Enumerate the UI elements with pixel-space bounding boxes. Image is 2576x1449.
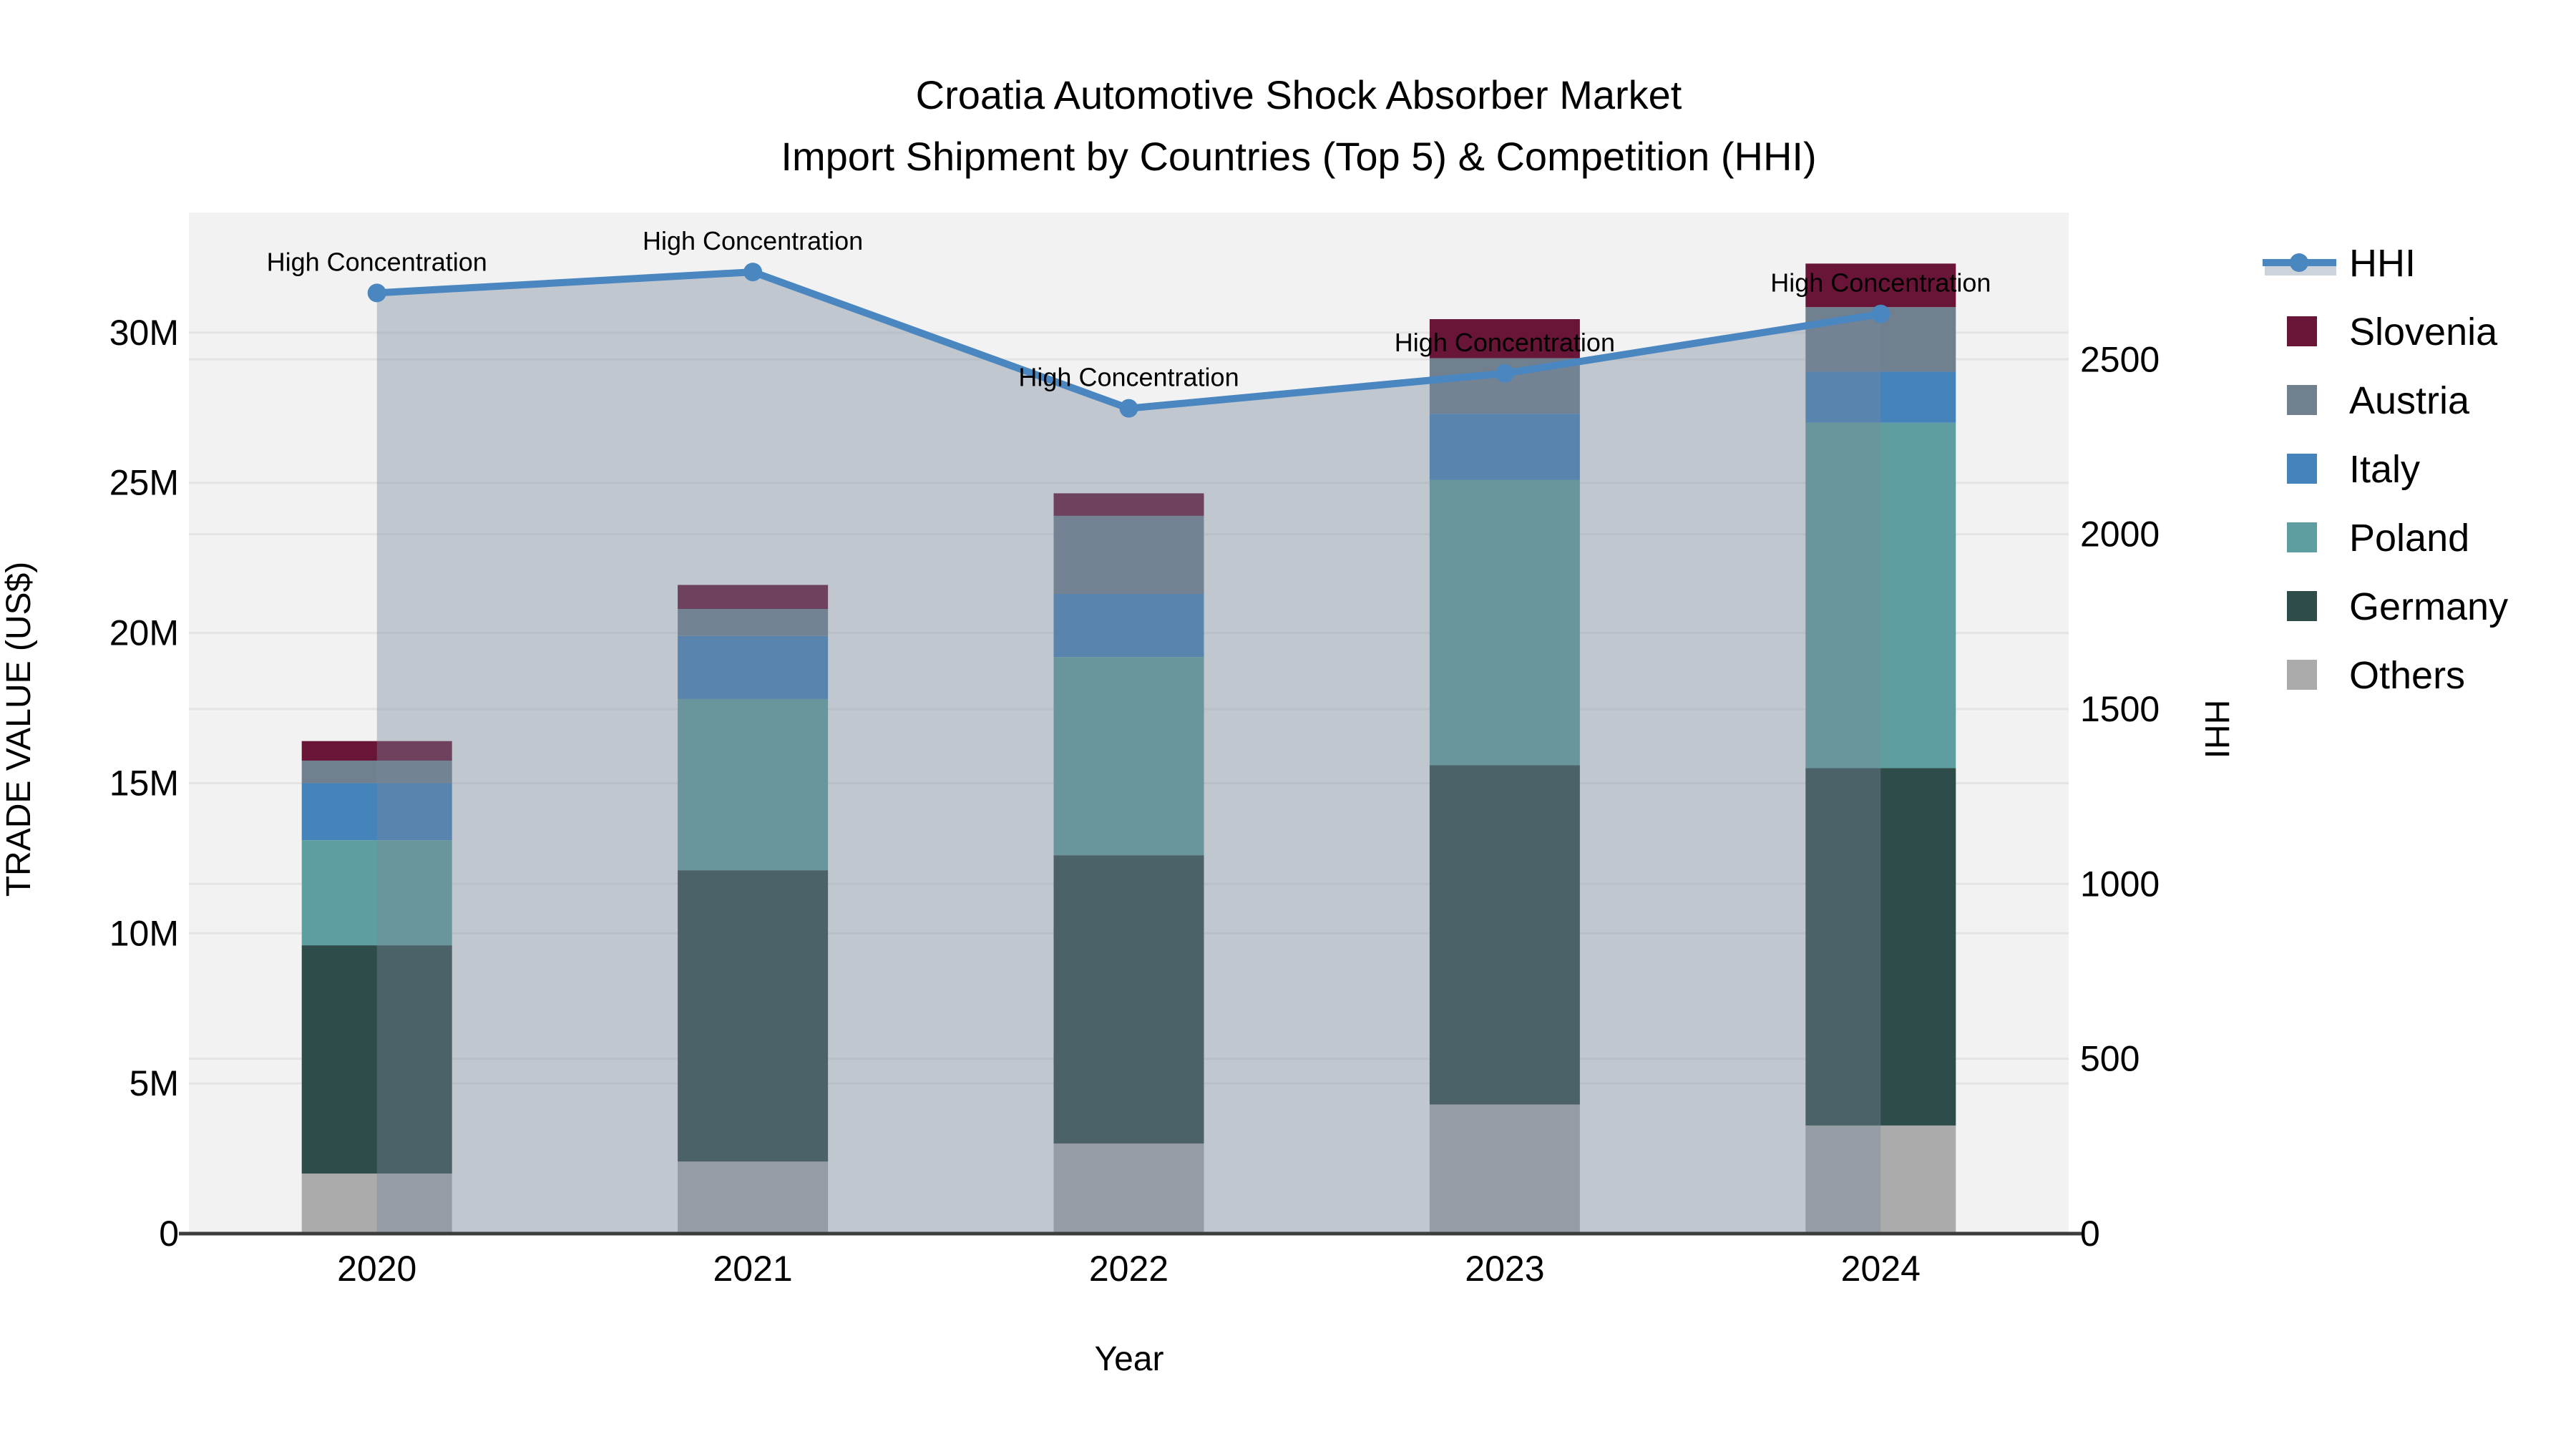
y-right-axis-title: HHI: [2197, 700, 2235, 759]
legend-swatch-germany: [2287, 591, 2317, 621]
bar-segment-slovenia-2024[interactable]: [1805, 263, 1956, 308]
legend-swatch-slovenia: [2287, 316, 2317, 346]
x-tick-2021: 2021: [713, 1249, 792, 1289]
bar-segment-germany-2021[interactable]: [678, 870, 829, 1162]
annotation-high-concentration-2022: High Concentration: [1018, 363, 1239, 392]
legend-hhi-marker-sample: [2290, 253, 2308, 272]
bar-segment-slovenia-2020[interactable]: [301, 741, 452, 761]
x-tick-2024: 2024: [1841, 1249, 1921, 1289]
y-left-tick-30M: 30M: [109, 313, 179, 353]
legend-swatch-italy: [2287, 454, 2317, 484]
y-right-tick-500: 500: [2080, 1039, 2140, 1079]
legend-item-others[interactable]: Others: [2287, 654, 2465, 697]
bar-segment-italy-2022[interactable]: [1053, 594, 1204, 658]
bar-segment-poland-2022[interactable]: [1053, 657, 1204, 856]
bar-segment-others-2023[interactable]: [1429, 1104, 1580, 1234]
bar-segment-slovenia-2022[interactable]: [1053, 493, 1204, 516]
bar-segment-poland-2021[interactable]: [678, 698, 829, 871]
hhi-marker-2021[interactable]: [743, 263, 763, 282]
y-left-tick-25M: 25M: [109, 463, 179, 503]
bar-segment-austria-2021[interactable]: [678, 609, 829, 636]
chart-title-line1: Croatia Automotive Shock Absorber Market: [916, 72, 1682, 117]
bar-segment-italy-2023[interactable]: [1429, 414, 1580, 480]
legend-label-germany: Germany: [2349, 585, 2508, 628]
hhi-marker-2022[interactable]: [1119, 399, 1138, 418]
bar-segment-others-2020[interactable]: [301, 1174, 452, 1234]
legend-label-italy: Italy: [2349, 448, 2420, 491]
legend-swatch-others: [2287, 660, 2317, 690]
bar-segment-germany-2020[interactable]: [301, 945, 452, 1174]
legend-label-poland: Poland: [2349, 517, 2469, 560]
legend-label-others: Others: [2349, 654, 2465, 697]
bar-segment-poland-2024[interactable]: [1805, 422, 1956, 769]
bar-segment-poland-2020[interactable]: [301, 840, 452, 946]
y-left-tick-20M: 20M: [109, 613, 179, 653]
y-left-tick-0: 0: [159, 1214, 179, 1254]
legend-swatch-austria: [2287, 385, 2317, 415]
bar-segment-slovenia-2021[interactable]: [678, 585, 829, 610]
hhi-marker-2020[interactable]: [367, 283, 386, 303]
bar-segment-austria-2020[interactable]: [301, 760, 452, 784]
bar-segment-germany-2023[interactable]: [1429, 765, 1580, 1105]
y-right-tick-1500: 1500: [2080, 689, 2160, 729]
bar-segment-italy-2024[interactable]: [1805, 371, 1956, 423]
bar-segment-slovenia-2023[interactable]: [1429, 318, 1580, 358]
legend-label-austria: Austria: [2349, 379, 2470, 422]
y-right-tick-2000: 2000: [2080, 514, 2160, 555]
bar-segment-others-2021[interactable]: [678, 1161, 829, 1234]
legend-item-hhi[interactable]: HHI: [2263, 242, 2416, 285]
bar-segment-austria-2022[interactable]: [1053, 515, 1204, 595]
y-left-axis-title: TRADE VALUE (US$): [0, 562, 38, 897]
legend-label-hhi: HHI: [2349, 242, 2416, 285]
bar-segment-germany-2022[interactable]: [1053, 855, 1204, 1144]
legend-item-italy[interactable]: Italy: [2287, 448, 2420, 491]
bar-segment-others-2024[interactable]: [1805, 1125, 1956, 1234]
y-left-tick-15M: 15M: [109, 763, 179, 803]
annotation-high-concentration-2021: High Concentration: [643, 226, 863, 255]
legend-item-austria[interactable]: Austria: [2287, 379, 2470, 422]
bar-segment-others-2022[interactable]: [1053, 1143, 1204, 1234]
x-axis-title: Year: [1095, 1340, 1164, 1378]
bar-segment-italy-2020[interactable]: [301, 783, 452, 841]
legend: HHI Slovenia Austria Italy Poland Germany Othe…: [2263, 242, 2508, 697]
y-left-tick-5M: 5M: [130, 1063, 179, 1103]
x-tick-2020: 2020: [337, 1249, 416, 1289]
y-right-tick-2500: 2500: [2080, 339, 2160, 379]
plot-area: High Concentration High Concentration High…: [109, 213, 2160, 1289]
y-right-tick-0: 0: [2080, 1214, 2100, 1254]
y-right-tick-1000: 1000: [2080, 864, 2160, 904]
annotation-high-concentration-2020: High Concentration: [267, 247, 487, 276]
bar-segment-germany-2024[interactable]: [1805, 768, 1956, 1126]
y-left-tick-10M: 10M: [109, 913, 179, 953]
chart-title-line2: Import Shipment by Countries (Top 5) & C…: [781, 134, 1816, 179]
x-tick-2022: 2022: [1089, 1249, 1169, 1289]
hhi-marker-2024[interactable]: [1871, 304, 1890, 323]
legend-item-slovenia[interactable]: Slovenia: [2287, 311, 2498, 353]
legend-item-germany[interactable]: Germany: [2287, 585, 2508, 628]
x-tick-2023: 2023: [1465, 1249, 1544, 1289]
annotation-high-concentration-2024: High Concentration: [1770, 268, 1991, 298]
hhi-marker-2023[interactable]: [1495, 364, 1514, 383]
legend-swatch-poland: [2287, 522, 2317, 552]
legend-item-poland[interactable]: Poland: [2287, 517, 2469, 560]
hhi-area-fill: [376, 272, 1881, 1234]
legend-label-slovenia: Slovenia: [2349, 311, 2498, 353]
bar-segment-italy-2021[interactable]: [678, 635, 829, 699]
annotation-high-concentration-2023: High Concentration: [1395, 328, 1615, 357]
bar-segment-poland-2023[interactable]: [1429, 479, 1580, 766]
